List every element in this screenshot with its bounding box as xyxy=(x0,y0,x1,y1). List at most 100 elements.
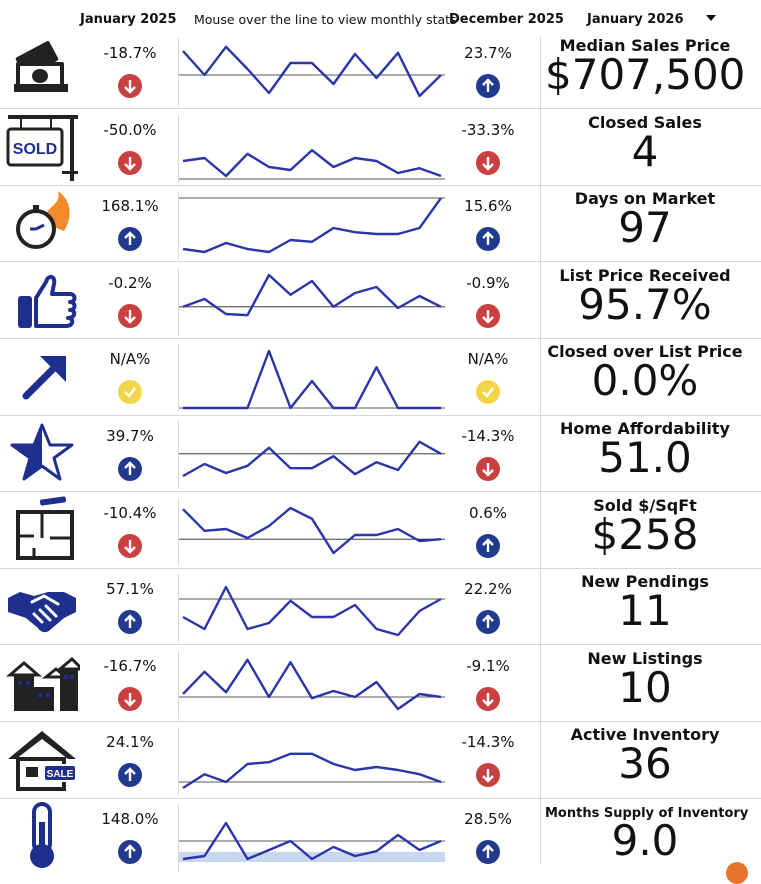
month-change: N/A% xyxy=(467,350,509,369)
metric-summary: Active Inventory 36 xyxy=(545,721,745,797)
floor-plan-icon xyxy=(4,492,80,568)
metric-row: SOLD -50.0% -33.3% Closed Sales 4 xyxy=(0,109,761,185)
row-separator xyxy=(0,261,761,263)
month-change: 22.2% xyxy=(464,580,512,599)
sparkline-line[interactable] xyxy=(182,506,442,554)
metric-row: 39.7% -14.3% Home Affordability 51.0 xyxy=(0,415,761,491)
col-prev-month: December 2025 xyxy=(449,12,564,27)
sparkline-line[interactable] xyxy=(182,585,442,637)
year-change: -0.2% xyxy=(108,273,152,292)
metric-value: 4 xyxy=(631,126,659,176)
metric-row: -16.7% -9.1% New Listings 10 xyxy=(0,645,761,721)
year-change: -16.7% xyxy=(103,656,157,675)
row-separator xyxy=(0,567,761,569)
metric-value: 10 xyxy=(618,662,672,712)
column-divider xyxy=(540,36,541,864)
hover-hint: Mouse over the line to view monthly stat… xyxy=(194,12,457,27)
row-separator xyxy=(0,644,761,646)
sparkline-line[interactable] xyxy=(182,752,442,790)
month-change: 15.6% xyxy=(464,197,512,216)
arrow-neutral-icon xyxy=(476,380,500,405)
sparkline-line[interactable] xyxy=(183,350,441,410)
metric-summary: List Price Received 95.7% xyxy=(545,262,745,338)
metric-row: 57.1% 22.2% New Pendings 11 xyxy=(0,568,761,644)
arrow-up-icon xyxy=(118,227,142,252)
sparkline[interactable] xyxy=(178,497,445,566)
month-change: -9.1% xyxy=(466,656,510,675)
row-separator xyxy=(0,108,761,110)
sparkline[interactable] xyxy=(178,344,445,413)
metric-summary: Closed Sales 4 xyxy=(545,109,745,185)
period-dropdown[interactable]: January 2026 xyxy=(587,12,684,27)
month-change: -0.9% xyxy=(466,273,510,292)
row-separator xyxy=(0,184,761,186)
sparkline[interactable] xyxy=(178,38,445,106)
metric-name: Closed Sales xyxy=(588,112,702,132)
metric-summary: Home Affordability 51.0 xyxy=(545,415,745,491)
metric-summary: Median Sales Price $707,500 xyxy=(545,32,745,108)
arrow-down-icon xyxy=(476,763,500,788)
header: January 2025 Mouse over the line to view… xyxy=(0,0,761,36)
sparkline[interactable] xyxy=(178,727,445,796)
year-change: 148.0% xyxy=(101,810,159,828)
row-separator xyxy=(0,337,761,339)
sparkline[interactable] xyxy=(178,574,445,643)
metric-name: Active Inventory xyxy=(570,725,720,745)
metric-summary: Days on Market 97 xyxy=(545,185,745,261)
thumbs-up-icon xyxy=(4,262,80,338)
metric-value: 95.7% xyxy=(578,279,712,329)
metric-value: 11 xyxy=(618,586,672,636)
metric-name: New Listings xyxy=(587,648,703,668)
metric-name: Closed over List Price xyxy=(547,342,743,362)
sparkline[interactable] xyxy=(178,267,445,336)
arrow-up-icon xyxy=(118,457,142,481)
sparkline-line[interactable] xyxy=(182,197,442,254)
metric-summary: Sold $/SqFt $258 xyxy=(545,492,745,568)
chevron-down-icon[interactable] xyxy=(706,15,716,21)
sparkline-band xyxy=(179,852,445,862)
metric-name: Days on Market xyxy=(574,189,716,209)
metric-name: Median Sales Price xyxy=(559,36,731,55)
sparkline[interactable] xyxy=(178,650,445,719)
arrow-up-icon xyxy=(476,840,500,864)
sparkline-line[interactable] xyxy=(182,273,442,317)
metric-summary: New Pendings 11 xyxy=(545,568,745,644)
year-change: 57.1% xyxy=(106,580,154,599)
month-change: -14.3% xyxy=(461,733,515,752)
arrow-up-icon xyxy=(118,840,142,864)
metric-row: 148.0% 28.5% Months Supply of Inventory 9.0 xyxy=(0,798,761,874)
sparkline[interactable] xyxy=(178,191,445,260)
sparkline-line[interactable] xyxy=(182,440,442,478)
arrow-down-icon xyxy=(118,74,142,98)
month-change: -33.3% xyxy=(461,120,515,139)
month-change: 23.7% xyxy=(464,44,512,62)
metric-summary: Months Supply of Inventory 9.0 xyxy=(545,798,748,874)
sparkline[interactable] xyxy=(178,114,445,183)
sparkline-line[interactable] xyxy=(182,148,442,177)
sparkline-line[interactable] xyxy=(182,821,442,861)
arrow-down-icon xyxy=(118,686,142,711)
arrow-up-icon xyxy=(476,227,500,252)
year-change: -10.4% xyxy=(103,503,157,522)
sparkline-line[interactable] xyxy=(182,45,442,98)
arrow-down-icon xyxy=(476,150,500,175)
sparkline[interactable] xyxy=(178,421,445,489)
year-change: -50.0% xyxy=(103,120,157,139)
year-change: 168.1% xyxy=(101,197,159,216)
col-prev-year: January 2025 xyxy=(80,12,177,27)
year-change: N/A% xyxy=(109,350,151,369)
month-change: 28.5% xyxy=(464,810,512,828)
help-bubble-icon[interactable] xyxy=(726,862,748,884)
arrow-down-icon xyxy=(118,303,142,328)
sparkline-line[interactable] xyxy=(182,658,442,710)
star-icon xyxy=(4,415,80,491)
year-change: -18.7% xyxy=(103,44,157,62)
month-change: -14.3% xyxy=(461,427,515,445)
neighborhood-icon xyxy=(4,645,86,721)
stopwatch-icon xyxy=(4,185,80,261)
sparkline[interactable] xyxy=(178,804,445,872)
sold-sign-icon: SOLD xyxy=(4,109,80,185)
metric-summary: Closed over List Price 0.0% xyxy=(545,338,745,414)
metric-name: List Price Received xyxy=(559,265,731,285)
row-separator xyxy=(0,491,761,493)
